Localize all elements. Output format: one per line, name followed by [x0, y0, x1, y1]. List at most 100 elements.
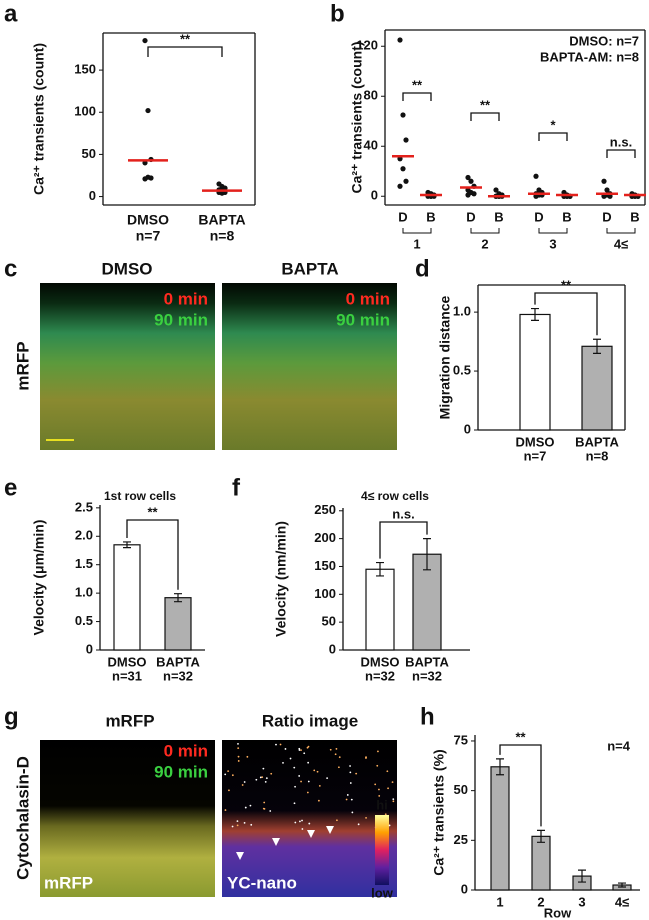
speckle — [237, 742, 239, 745]
significance-bracket — [534, 292, 598, 336]
data-point — [403, 178, 409, 184]
panel-letter: g — [4, 703, 19, 730]
bar — [519, 313, 551, 431]
column-title: BAPTA — [281, 259, 338, 278]
speckle — [303, 752, 306, 755]
data-point — [397, 183, 403, 189]
speckle — [275, 743, 277, 746]
y-tick-label: 250 — [314, 502, 336, 517]
data-point — [397, 37, 403, 43]
speckle — [329, 748, 332, 751]
speckle — [250, 823, 253, 826]
x-tick-label: DMSO — [127, 212, 169, 228]
x-tick-label: B — [494, 209, 503, 224]
y-tick-label: 100 — [314, 586, 336, 601]
error-bar — [531, 307, 539, 321]
speckle — [391, 781, 394, 784]
y-tick-label: 75 — [454, 732, 468, 747]
y-tick-label: 120 — [356, 38, 378, 53]
speckle — [293, 766, 296, 769]
speckle — [270, 772, 273, 775]
speckle — [318, 784, 321, 787]
group-bracket — [470, 228, 500, 234]
bar — [581, 345, 613, 431]
y-tick-label: 100 — [74, 104, 96, 119]
annotation: DMSO: n=7 — [569, 33, 639, 48]
x-tick-label: DMSO — [361, 654, 400, 669]
y-tick-label: 2.0 — [75, 528, 93, 543]
speckle — [265, 777, 268, 780]
speckle — [317, 799, 320, 802]
row-title: mRFP — [13, 341, 32, 390]
speckle — [349, 765, 351, 767]
speckle — [237, 760, 240, 762]
x-tick-label: B — [562, 209, 571, 224]
speckle — [224, 809, 227, 811]
speckle — [349, 771, 352, 774]
y-tick-label: 50 — [454, 782, 468, 797]
x-tick-label: BAPTA — [198, 212, 245, 228]
scale-label: low — [371, 885, 394, 900]
speckle — [301, 819, 303, 822]
speckle — [231, 825, 234, 828]
speckle — [246, 755, 249, 758]
significance-label: n.s. — [610, 134, 632, 149]
data-point — [604, 187, 610, 193]
speckle — [262, 807, 265, 810]
error-bar — [578, 869, 586, 883]
speckle — [313, 769, 316, 772]
x-tick-label: BAPTA — [575, 434, 619, 449]
error-bar — [537, 829, 545, 843]
error-bar — [618, 882, 626, 888]
x-tick-label: B — [630, 209, 639, 224]
speckle — [306, 791, 309, 794]
speckle — [249, 804, 252, 807]
error-bar — [174, 593, 182, 603]
speckle — [279, 743, 282, 746]
color-scale — [375, 815, 389, 885]
speckle — [264, 780, 267, 783]
speckle — [263, 801, 266, 804]
speckle — [236, 824, 239, 827]
y-tick-label: 50 — [322, 614, 336, 629]
group-label: 4≤ — [614, 236, 628, 251]
speckle — [316, 770, 319, 773]
speckle — [237, 755, 240, 758]
speckle — [301, 828, 304, 830]
speckle — [308, 822, 311, 825]
data-point — [142, 37, 148, 44]
speckle — [365, 757, 367, 759]
speckle — [306, 746, 309, 749]
data-point — [400, 112, 406, 118]
arrowhead — [307, 830, 315, 838]
speckle — [294, 785, 296, 788]
chart-title: 4≤ row cells — [361, 489, 429, 503]
data-point — [142, 176, 148, 182]
micrograph — [40, 740, 215, 897]
y-tick-label: 2.5 — [75, 499, 93, 514]
x-tick-label: 2 — [537, 894, 544, 909]
speckle — [349, 782, 352, 784]
speckle — [284, 748, 287, 750]
speckle — [377, 750, 379, 753]
bar — [490, 766, 510, 891]
x-tick-label: BAPTA — [156, 654, 200, 669]
speckle — [374, 783, 377, 786]
speckle — [255, 778, 258, 781]
chart-title: 1st row cells — [104, 489, 176, 503]
data-point — [471, 191, 477, 197]
y-axis-label: Ca²⁺ transients (count) — [349, 41, 365, 193]
significance-bracket — [147, 46, 223, 57]
data-point — [533, 173, 539, 179]
panel-letter: e — [4, 474, 17, 501]
overlay-label: 0 min — [346, 289, 390, 308]
y-tick-label: 0.5 — [75, 613, 93, 628]
significance-label: * — [550, 117, 556, 132]
speckle — [300, 780, 302, 783]
significance-bracket — [470, 112, 500, 121]
significance-bracket — [126, 519, 179, 590]
panel-letter: d — [415, 255, 430, 282]
speckle — [357, 823, 360, 826]
n-label: n=32 — [163, 668, 193, 683]
